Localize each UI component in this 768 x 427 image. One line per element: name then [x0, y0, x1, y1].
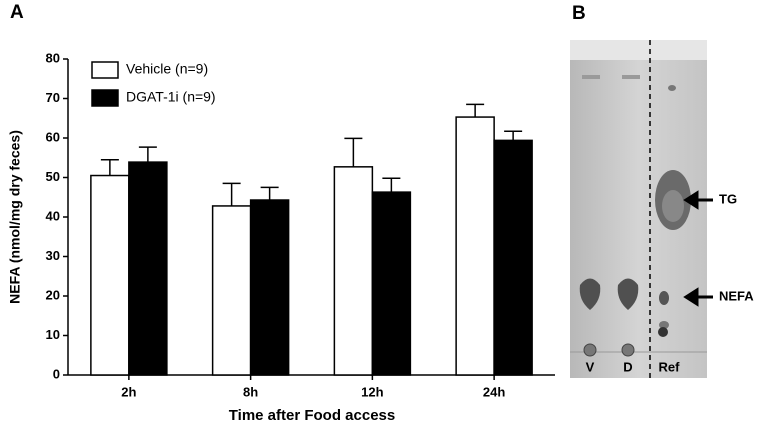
bar: [371, 191, 412, 376]
plate-top: [570, 40, 707, 60]
y-tick-label: 40: [46, 208, 60, 223]
origin-spot: [583, 343, 597, 357]
legend-swatch: [91, 89, 119, 107]
x-tick-label: 12h: [361, 384, 383, 399]
lane-label: D: [623, 359, 632, 374]
bar: [211, 205, 252, 376]
y-tick-label: 10: [46, 327, 60, 342]
spot: [662, 190, 684, 222]
legend-label: Vehicle (n=9): [126, 61, 208, 77]
spot: [658, 327, 668, 337]
bar: [333, 166, 374, 376]
x-tick-label: 24h: [483, 384, 505, 399]
y-axis-label: NEFA (nmol/mg dry feces): [7, 130, 23, 304]
bar: [90, 174, 130, 376]
y-tick-label: 80: [46, 50, 60, 65]
x-tick-label: 2h: [121, 384, 136, 399]
spot: [622, 75, 640, 79]
panel-label: A: [10, 2, 24, 23]
y-tick-label: 50: [46, 169, 60, 184]
band-label: TG: [719, 191, 737, 206]
spot: [617, 278, 639, 310]
y-tick-label: 70: [46, 90, 60, 105]
band-label: NEFA: [719, 288, 754, 303]
arrow: [683, 287, 713, 307]
spot: [659, 291, 669, 305]
tlc-plate: [570, 40, 713, 378]
bar: [493, 139, 533, 376]
legend-swatch: [91, 61, 119, 79]
lane-label: Ref: [659, 359, 681, 374]
arrow: [683, 190, 713, 210]
y-tick-label: 0: [53, 366, 60, 381]
bar: [128, 161, 168, 376]
spot: [659, 321, 669, 329]
lane-label: V: [586, 359, 595, 374]
spot: [582, 75, 600, 79]
spot: [579, 278, 601, 310]
legend-label: DGAT-1i (n=9): [126, 89, 216, 105]
spot: [668, 85, 676, 91]
bar: [455, 116, 495, 376]
x-tick-label: 8h: [243, 384, 258, 399]
bar: [249, 199, 290, 376]
origin-spot: [621, 343, 635, 357]
y-tick-label: 30: [46, 248, 60, 263]
y-tick-label: 60: [46, 129, 60, 144]
y-tick-label: 20: [46, 287, 60, 302]
x-axis-label: Time after Food access: [229, 407, 395, 424]
panel-label: B: [572, 3, 586, 24]
